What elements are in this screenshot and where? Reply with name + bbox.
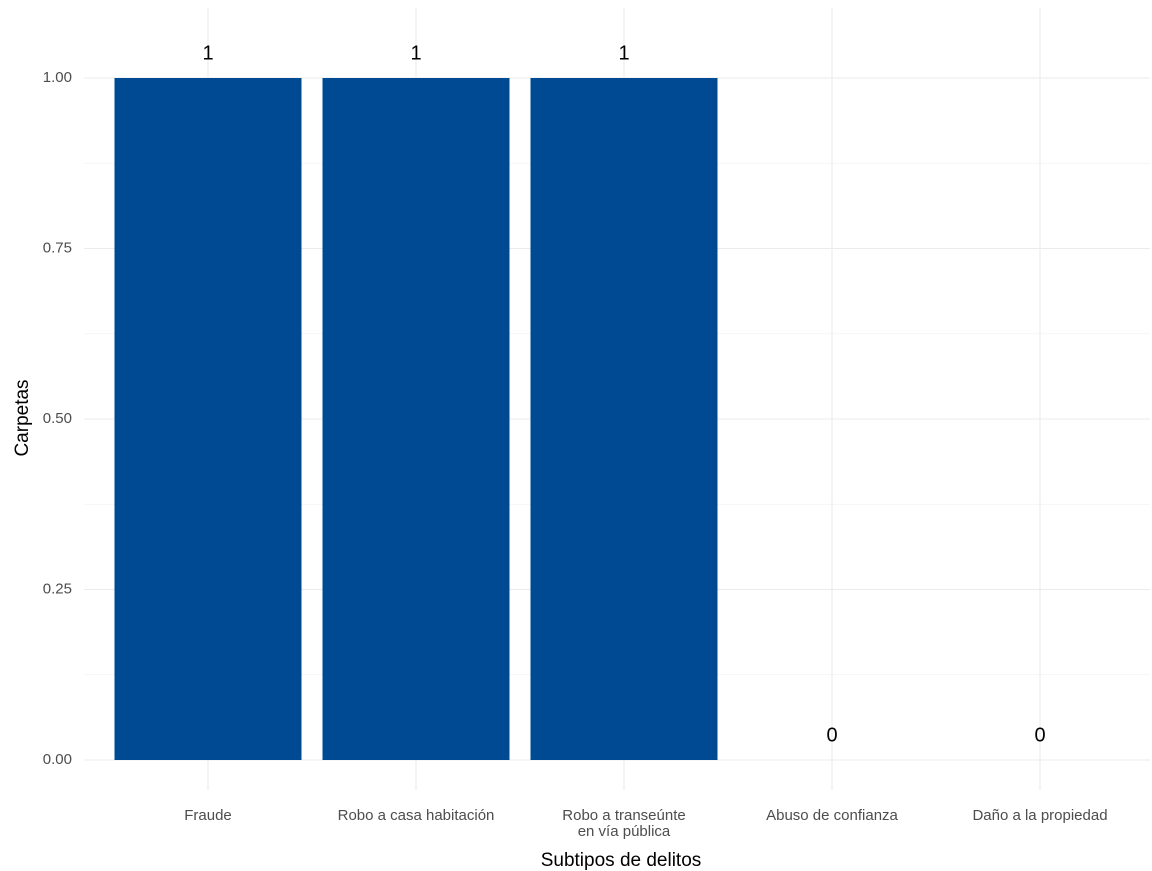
x-tick-label: Abuso de confianza <box>766 807 898 824</box>
y-tick-label: 0.25 <box>43 580 72 597</box>
y-axis-tick-labels: 0.00 0.25 0.50 0.75 1.00 <box>43 69 72 768</box>
x-tick-label: Robo a transeúnte en vía pública <box>562 807 685 840</box>
data-label: 1 <box>410 42 421 64</box>
x-axis-tick-labels: Fraude Robo a casa habitación Robo a trans… <box>184 807 1107 840</box>
x-tick-label: Robo a casa habitación <box>338 807 495 824</box>
bar <box>530 78 718 760</box>
y-tick-label: 0.50 <box>43 410 72 427</box>
data-label: 0 <box>826 724 837 746</box>
bar <box>114 78 302 760</box>
x-tick-label: Fraude <box>184 807 232 824</box>
bars <box>114 78 718 760</box>
x-tick-label: Daño a la propiedad <box>972 807 1107 824</box>
x-axis-title: Subtipos de delitos <box>541 850 702 871</box>
y-tick-label: 0.00 <box>43 751 72 768</box>
bar <box>322 78 510 760</box>
y-tick-label: 1.00 <box>43 69 72 86</box>
y-axis-title: Carpetas <box>12 379 33 456</box>
data-labels: 1 1 1 0 0 <box>202 42 1045 746</box>
data-label: 1 <box>202 42 213 64</box>
data-label: 0 <box>1034 724 1045 746</box>
data-label: 1 <box>618 42 629 64</box>
y-tick-label: 0.75 <box>43 239 72 256</box>
